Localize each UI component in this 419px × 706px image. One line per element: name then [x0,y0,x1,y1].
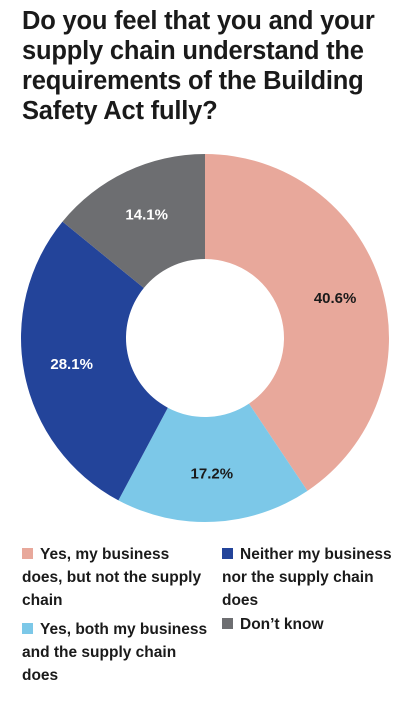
legend-item-yes-both: Yes, both my business and the supply cha… [22,618,212,687]
legend-label: Yes, both my business and the supply cha… [22,621,208,684]
legend-label: Neither my business nor the supply chain… [222,546,392,609]
slice-yes-business-only [205,154,390,491]
legend-swatch [22,548,33,559]
slice-value-label: 40.6% [314,290,357,307]
legend-swatch [222,618,233,629]
slice-value-label: 17.2% [191,465,234,482]
legend: Yes, my business does, but not the suppl… [22,543,402,693]
legend-swatch [222,548,233,559]
slice-yes-both [118,403,308,522]
donut-chart: 40.6% 17.2% 28.1% 14.1% [20,154,390,522]
slice-neither [20,221,168,501]
legend-item-neither: Neither my business nor the supply chain… [222,543,402,612]
legend-item-dont-know: Don’t know [222,613,402,636]
slice-dont-know [62,154,205,289]
slice-value-label: 14.1% [125,207,168,224]
legend-item-yes-business-only: Yes, my business does, but not the suppl… [22,543,212,612]
legend-label: Don’t know [240,616,324,633]
chart-title: Do you feel that you and your supply cha… [22,7,375,125]
legend-label: Yes, my business does, but not the suppl… [22,546,202,609]
legend-swatch [22,623,33,634]
slice-value-label: 28.1% [50,356,93,373]
